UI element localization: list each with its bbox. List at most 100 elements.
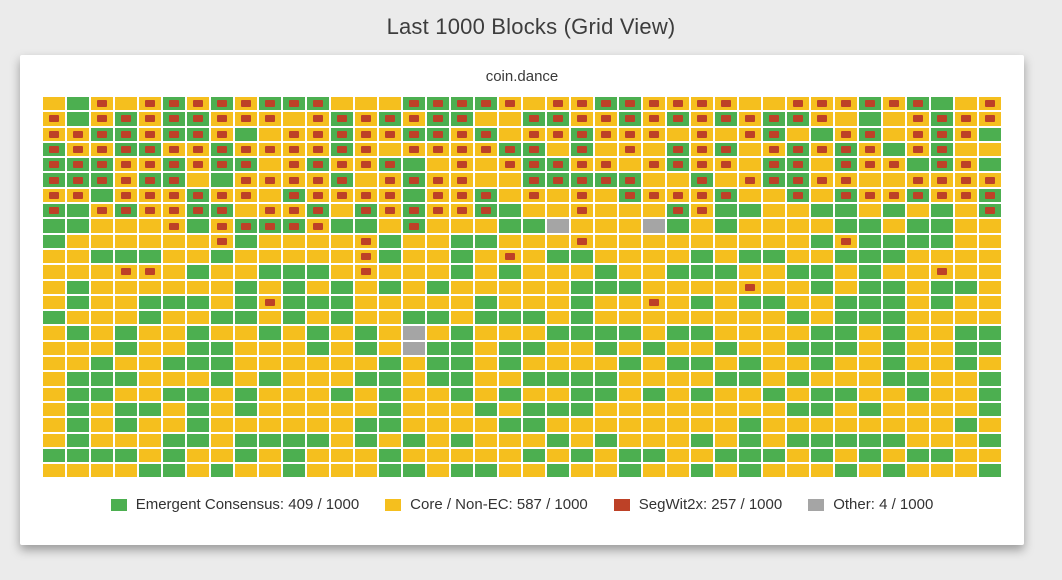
- block-cell[interactable]: [355, 234, 377, 248]
- block-cell[interactable]: [283, 97, 305, 111]
- block-cell[interactable]: [811, 372, 833, 386]
- block-cell[interactable]: [43, 311, 65, 325]
- block-cell[interactable]: [811, 448, 833, 463]
- block-cell[interactable]: [859, 219, 881, 233]
- block-cell[interactable]: [523, 311, 545, 325]
- block-cell[interactable]: [187, 402, 209, 417]
- block-cell[interactable]: [595, 97, 617, 111]
- block-cell[interactable]: [955, 280, 977, 294]
- block-cell[interactable]: [163, 387, 185, 401]
- block-cell[interactable]: [715, 158, 737, 172]
- block-cell[interactable]: [523, 158, 545, 172]
- block-cell[interactable]: [283, 173, 305, 187]
- block-cell[interactable]: [283, 280, 305, 294]
- block-cell[interactable]: [715, 402, 737, 417]
- block-cell[interactable]: [763, 295, 785, 310]
- block-cell[interactable]: [187, 295, 209, 310]
- block-cell[interactable]: [475, 249, 497, 264]
- block-cell[interactable]: [931, 97, 953, 111]
- block-cell[interactable]: [883, 387, 905, 401]
- block-cell[interactable]: [283, 112, 305, 126]
- block-cell[interactable]: [571, 219, 593, 233]
- block-cell[interactable]: [283, 341, 305, 356]
- block-cell[interactable]: [259, 311, 281, 325]
- block-cell[interactable]: [859, 142, 881, 157]
- block-cell[interactable]: [187, 158, 209, 172]
- block-cell[interactable]: [139, 311, 161, 325]
- block-cell[interactable]: [451, 280, 473, 294]
- block-cell[interactable]: [379, 142, 401, 157]
- block-cell[interactable]: [739, 234, 761, 248]
- block-cell[interactable]: [139, 142, 161, 157]
- block-cell[interactable]: [211, 112, 233, 126]
- block-cell[interactable]: [715, 311, 737, 325]
- block-cell[interactable]: [691, 265, 713, 279]
- block-cell[interactable]: [739, 204, 761, 218]
- block-cell[interactable]: [787, 112, 809, 126]
- block-cell[interactable]: [667, 158, 689, 172]
- block-cell[interactable]: [331, 418, 353, 432]
- block-cell[interactable]: [619, 311, 641, 325]
- block-cell[interactable]: [307, 188, 329, 203]
- block-cell[interactable]: [787, 173, 809, 187]
- block-cell[interactable]: [835, 127, 857, 141]
- block-cell[interactable]: [859, 311, 881, 325]
- block-cell[interactable]: [931, 127, 953, 141]
- block-cell[interactable]: [907, 357, 929, 371]
- block-cell[interactable]: [835, 357, 857, 371]
- block-cell[interactable]: [835, 464, 857, 478]
- block-cell[interactable]: [355, 464, 377, 478]
- block-cell[interactable]: [523, 173, 545, 187]
- block-cell[interactable]: [307, 112, 329, 126]
- block-cell[interactable]: [427, 265, 449, 279]
- block-cell[interactable]: [907, 402, 929, 417]
- block-cell[interactable]: [283, 234, 305, 248]
- block-cell[interactable]: [787, 341, 809, 356]
- block-cell[interactable]: [835, 234, 857, 248]
- block-cell[interactable]: [691, 387, 713, 401]
- block-cell[interactable]: [715, 418, 737, 432]
- block-cell[interactable]: [259, 204, 281, 218]
- block-cell[interactable]: [307, 433, 329, 447]
- block-cell[interactable]: [595, 372, 617, 386]
- block-cell[interactable]: [595, 204, 617, 218]
- block-cell[interactable]: [811, 357, 833, 371]
- block-cell[interactable]: [571, 433, 593, 447]
- block-cell[interactable]: [163, 357, 185, 371]
- block-cell[interactable]: [235, 173, 257, 187]
- block-cell[interactable]: [187, 357, 209, 371]
- block-cell[interactable]: [91, 97, 113, 111]
- block-cell[interactable]: [547, 341, 569, 356]
- block-cell[interactable]: [619, 372, 641, 386]
- block-cell[interactable]: [763, 249, 785, 264]
- block-cell[interactable]: [931, 188, 953, 203]
- block-cell[interactable]: [763, 387, 785, 401]
- block-cell[interactable]: [91, 295, 113, 310]
- block-cell[interactable]: [883, 204, 905, 218]
- block-cell[interactable]: [787, 326, 809, 340]
- block-cell[interactable]: [115, 402, 137, 417]
- block-cell[interactable]: [595, 418, 617, 432]
- block-cell[interactable]: [331, 448, 353, 463]
- block-cell[interactable]: [379, 188, 401, 203]
- block-cell[interactable]: [787, 280, 809, 294]
- block-cell[interactable]: [259, 280, 281, 294]
- block-cell[interactable]: [259, 448, 281, 463]
- block-cell[interactable]: [379, 448, 401, 463]
- block-cell[interactable]: [571, 311, 593, 325]
- block-cell[interactable]: [955, 265, 977, 279]
- block-cell[interactable]: [187, 127, 209, 141]
- block-cell[interactable]: [667, 387, 689, 401]
- block-cell[interactable]: [427, 280, 449, 294]
- block-cell[interactable]: [163, 464, 185, 478]
- block-cell[interactable]: [283, 158, 305, 172]
- block-cell[interactable]: [667, 204, 689, 218]
- block-cell[interactable]: [931, 387, 953, 401]
- block-cell[interactable]: [523, 219, 545, 233]
- block-cell[interactable]: [547, 448, 569, 463]
- block-cell[interactable]: [739, 127, 761, 141]
- block-cell[interactable]: [739, 112, 761, 126]
- block-cell[interactable]: [259, 402, 281, 417]
- block-cell[interactable]: [523, 249, 545, 264]
- block-cell[interactable]: [979, 249, 1001, 264]
